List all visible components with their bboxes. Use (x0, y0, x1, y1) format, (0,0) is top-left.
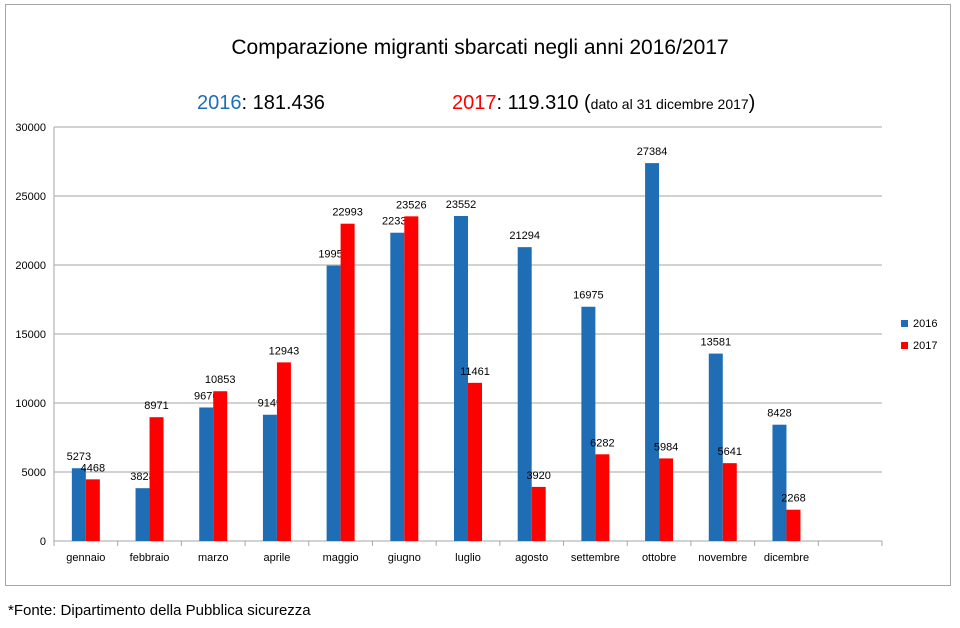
x-tick-label: ottobre (642, 552, 676, 564)
total-2016-year: 2016 (197, 92, 242, 114)
data-label-2017: 4468 (81, 462, 105, 474)
data-label-2017: 5984 (654, 441, 678, 453)
data-label-2017: 12943 (269, 345, 300, 357)
x-tick-label: settembre (571, 552, 620, 564)
data-label-2016: 16975 (573, 290, 604, 302)
data-label-2017: 5641 (718, 446, 742, 458)
bar-2017 (786, 509, 801, 541)
legend-swatch-2016 (901, 320, 908, 327)
total-2017-value: 119.310 (507, 92, 579, 114)
data-label-2017: 8971 (144, 400, 168, 412)
bar-2016 (645, 163, 660, 541)
bar-2017 (531, 486, 546, 541)
bar-2016 (262, 414, 277, 541)
bar-2017 (340, 223, 355, 541)
x-tick-label: luglio (455, 552, 481, 564)
total-2017: 2017: 119.310 (dato al 31 dicembre 2017) (452, 92, 755, 115)
bar-2016 (326, 265, 341, 541)
x-tick-label: maggio (323, 552, 359, 564)
y-tick-label: 15000 (15, 329, 46, 341)
data-label-2017: 22993 (332, 207, 363, 219)
y-tick-label: 5000 (22, 467, 46, 479)
total-2016-separator: : (241, 92, 248, 114)
y-tick-label: 20000 (15, 260, 46, 272)
total-2017-separator: : (496, 92, 503, 114)
data-label-2017: 6282 (590, 437, 614, 449)
bar-2016 (71, 468, 86, 541)
total-2017-note-open: ( (584, 92, 591, 114)
chart-title: Comparazione migranti sbarcati negli ann… (231, 36, 729, 59)
data-label-2017: 23526 (396, 199, 427, 211)
total-2017-note: dato al 31 dicembre 2017 (590, 96, 749, 112)
x-tick-label: agosto (515, 552, 548, 564)
data-label-2017: 2268 (781, 493, 805, 505)
data-label-2016: 5273 (67, 451, 91, 463)
legend-swatch-2017 (901, 342, 908, 349)
data-label-2016: 3828 (130, 471, 154, 483)
bar-2017 (149, 417, 164, 541)
bar-2017 (722, 463, 737, 541)
data-label-2016: 9149 (258, 398, 282, 410)
y-tick-label: 10000 (15, 398, 46, 410)
x-tick-label: marzo (198, 552, 229, 564)
data-label-2016: 21294 (509, 230, 540, 242)
data-label-2016: 9676 (194, 390, 218, 402)
total-2016: 2016: 181.436 (197, 92, 325, 115)
bar-2016 (581, 306, 596, 541)
data-label-2016: 23552 (446, 199, 477, 211)
x-tick-label: dicembre (764, 552, 809, 564)
x-tick-label: novembre (698, 552, 747, 564)
y-tick-label: 30000 (15, 122, 46, 134)
bar-2016 (135, 488, 150, 541)
data-label-2017: 3920 (526, 470, 550, 482)
y-tick-label: 0 (40, 536, 46, 548)
data-label-2016: 8428 (767, 408, 791, 420)
bar-2017 (276, 362, 291, 541)
bar-2017 (659, 458, 674, 541)
bar-2016 (199, 407, 214, 541)
x-tick-label: aprile (263, 552, 290, 564)
bar-2017 (404, 216, 419, 542)
source-footnote: *Fonte: Dipartimento della Pubblica sicu… (8, 602, 311, 619)
bar-2017 (595, 454, 610, 541)
data-label-2017: 11461 (460, 366, 490, 378)
data-label-2017: 10853 (205, 374, 236, 386)
bar-2017 (85, 479, 100, 541)
total-2017-year: 2017 (452, 92, 497, 114)
bar-2016 (517, 247, 532, 541)
data-label-2016: 13581 (700, 337, 731, 349)
x-tick-label: febbraio (130, 552, 170, 564)
bar-2016 (390, 232, 405, 541)
legend-label-2016: 2016 (913, 318, 937, 330)
bar-2016 (708, 353, 723, 541)
bar-2016 (772, 424, 787, 541)
total-2017-note-close: ) (748, 92, 756, 114)
y-tick-label: 25000 (15, 191, 46, 203)
bar-2017 (213, 391, 228, 541)
data-label-2016: 27384 (637, 146, 668, 158)
bar-2017 (468, 382, 482, 541)
x-tick-label: giugno (388, 552, 421, 564)
total-2016-value: 181.436 (252, 92, 325, 114)
x-tick-label: gennaio (66, 552, 105, 564)
legend-label-2017: 2017 (913, 340, 937, 352)
bar-2016 (454, 215, 468, 541)
